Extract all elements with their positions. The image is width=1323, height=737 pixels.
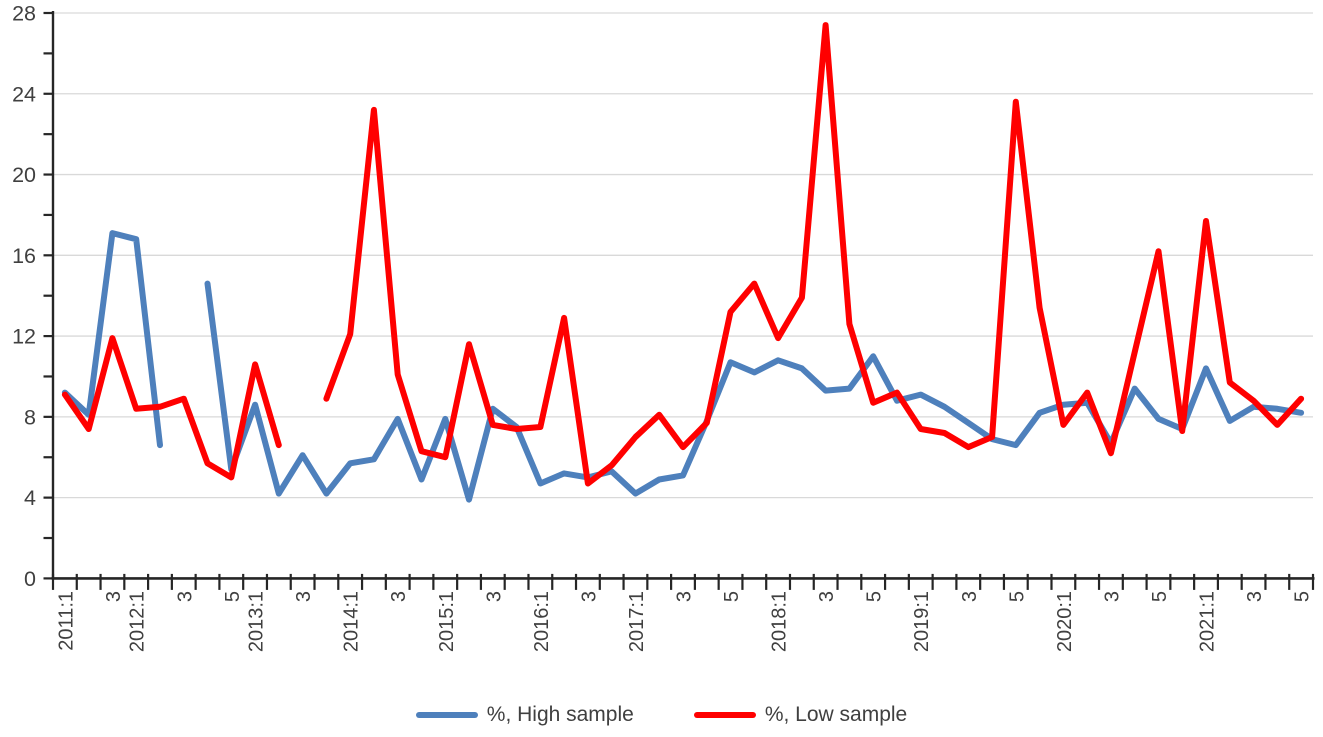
svg-text:3: 3 xyxy=(483,591,505,602)
svg-text:0: 0 xyxy=(24,567,36,591)
svg-text:2020:1: 2020:1 xyxy=(1054,591,1076,652)
svg-text:2018:1: 2018:1 xyxy=(769,591,791,652)
svg-text:2013:1: 2013:1 xyxy=(246,591,268,652)
high-sample-line xyxy=(61,230,1305,503)
svg-text:4: 4 xyxy=(24,486,36,510)
low-sample-line xyxy=(61,22,1305,487)
svg-text:2015:1: 2015:1 xyxy=(436,591,458,652)
svg-text:3: 3 xyxy=(1101,591,1123,602)
svg-text:28: 28 xyxy=(12,2,36,26)
svg-text:16: 16 xyxy=(12,244,36,268)
svg-text:2017:1: 2017:1 xyxy=(626,591,648,652)
legend-label-low-sample: %, Low sample xyxy=(764,703,908,726)
svg-text:3: 3 xyxy=(293,591,315,602)
svg-text:2011:1: 2011:1 xyxy=(55,591,77,651)
legend-item-high-sample: %, High sample xyxy=(415,703,634,727)
svg-text:24: 24 xyxy=(12,82,36,106)
svg-text:3: 3 xyxy=(816,591,838,602)
svg-text:3: 3 xyxy=(174,591,196,602)
svg-text:5: 5 xyxy=(222,591,244,602)
legend-item-low-sample: %, Low sample xyxy=(693,703,908,727)
svg-text:2021:1: 2021:1 xyxy=(1197,591,1219,652)
svg-text:3: 3 xyxy=(959,591,981,602)
svg-text:3: 3 xyxy=(388,591,410,602)
svg-text:2019:1: 2019:1 xyxy=(911,591,933,652)
svg-text:2016:1: 2016:1 xyxy=(531,591,553,652)
svg-text:5: 5 xyxy=(721,591,743,602)
chart-legend: %, High sample %, Low sample xyxy=(0,703,1323,727)
svg-text:3: 3 xyxy=(1244,591,1266,602)
svg-text:5: 5 xyxy=(1149,591,1171,602)
high-sample-line-swatch xyxy=(415,712,478,718)
svg-text:3: 3 xyxy=(674,591,696,602)
svg-text:20: 20 xyxy=(12,163,36,187)
svg-text:5: 5 xyxy=(864,591,886,602)
y-tick-labels: 0 4 8 12 16 20 24 28 xyxy=(12,2,36,591)
svg-text:3: 3 xyxy=(578,591,600,602)
low-sample-line-swatch xyxy=(693,712,756,718)
y-gridlines xyxy=(53,12,1313,499)
svg-text:2012:1: 2012:1 xyxy=(127,591,149,652)
svg-text:8: 8 xyxy=(24,405,36,429)
svg-text:3: 3 xyxy=(103,591,125,602)
svg-text:5: 5 xyxy=(1006,591,1028,602)
x-tick-labels: 2011:1 3 2012:1 3 5 2013:1 3 2014:1 3 2015:1 3 2016… xyxy=(55,591,1313,652)
svg-text:12: 12 xyxy=(12,325,36,349)
svg-text:2014:1: 2014:1 xyxy=(341,591,363,652)
legend-label-high-sample: %, High sample xyxy=(486,703,634,726)
axes xyxy=(43,11,1315,590)
svg-text:5: 5 xyxy=(1292,591,1314,602)
